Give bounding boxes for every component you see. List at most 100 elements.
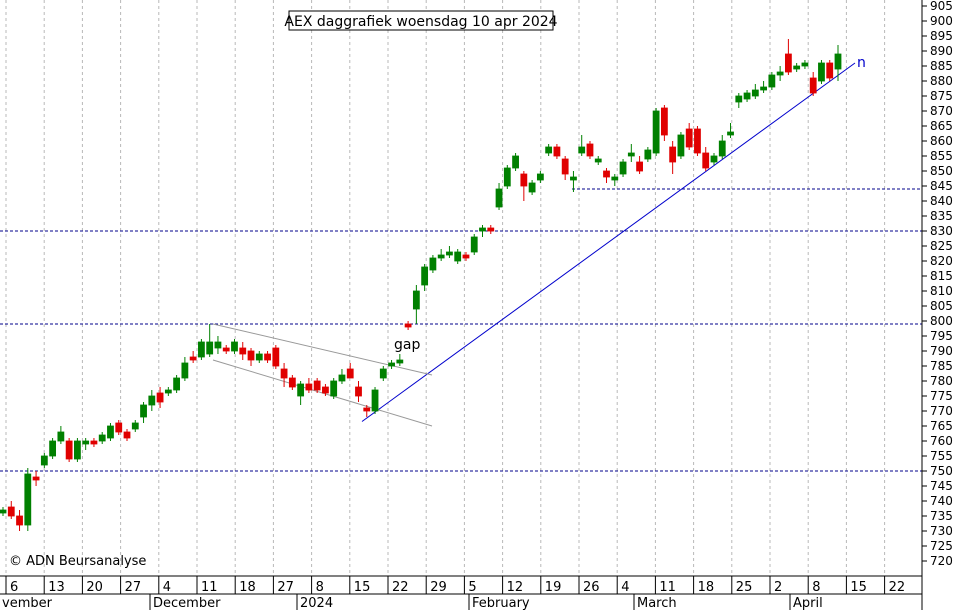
y-axis: 7207257307357407457507557607657707757807…: [922, 0, 953, 568]
candle: [322, 384, 329, 396]
candle-body: [776, 71, 784, 76]
candle-body: [652, 110, 660, 154]
candle-body: [412, 290, 420, 310]
candles: [0, 39, 842, 531]
candle-body: [0, 509, 7, 514]
candle: [793, 63, 801, 72]
candle-body: [264, 353, 271, 361]
y-tick-label: 765: [930, 419, 953, 433]
candle: [32, 471, 40, 486]
x-tick-label: 15: [354, 580, 371, 595]
candle-body: [74, 440, 81, 460]
candle-body: [454, 251, 462, 262]
candle: [801, 60, 809, 69]
candle: [495, 183, 503, 210]
x-tick-label: 25: [736, 580, 753, 595]
gap-annotation: gap: [394, 337, 420, 353]
candle-body: [346, 368, 354, 379]
channel-upper: [212, 323, 433, 376]
candle-body: [16, 515, 23, 526]
candle: [479, 225, 486, 237]
candle-body: [495, 188, 503, 208]
candle: [7, 501, 15, 519]
candle: [586, 141, 594, 159]
y-tick-label: 805: [930, 299, 953, 313]
candle-body: [784, 53, 792, 73]
candle: [412, 285, 420, 324]
candle: [702, 147, 710, 171]
candle-body: [388, 362, 395, 367]
candle-body: [231, 341, 238, 352]
x-tick-label: 22: [889, 580, 906, 595]
x-tick-label: 18: [698, 580, 715, 595]
support-resistance-levels: [0, 188, 922, 472]
y-tick-label: 825: [930, 239, 953, 253]
candle: [727, 123, 734, 138]
candle-body: [40, 455, 48, 466]
candle: [768, 72, 776, 90]
candle-body: [793, 65, 801, 70]
candle: [570, 171, 577, 192]
month-label: 2024: [300, 596, 333, 610]
candle-body: [421, 266, 429, 286]
candle: [669, 141, 677, 174]
y-tick-label: 810: [930, 284, 953, 298]
candle: [371, 387, 379, 414]
candle-body: [206, 341, 214, 355]
candle: [644, 147, 652, 162]
candle: [561, 156, 569, 180]
candle-body: [487, 227, 495, 232]
candle: [446, 246, 453, 258]
candle-body: [834, 53, 842, 70]
candle: [148, 390, 156, 411]
candle: [619, 159, 627, 177]
candle-body: [768, 74, 776, 88]
candle-body: [57, 431, 65, 442]
candle: [578, 135, 586, 156]
x-tick-label: 13: [48, 580, 65, 595]
y-tick-label: 820: [930, 254, 953, 268]
y-tick-label: 850: [930, 164, 953, 178]
candle-body: [49, 440, 57, 457]
candle: [107, 423, 114, 441]
candle: [355, 381, 362, 402]
candle: [404, 321, 412, 330]
candle: [164, 387, 172, 396]
candle-body: [140, 404, 147, 418]
candle-body: [586, 143, 594, 157]
candle: [834, 45, 842, 81]
candle-body: [198, 341, 205, 358]
candle: [16, 510, 23, 531]
candle: [173, 375, 181, 393]
candle-body: [801, 62, 809, 67]
candle: [826, 60, 834, 81]
candle-body: [189, 356, 197, 361]
candle-body: [123, 431, 131, 439]
candle: [694, 126, 701, 156]
x-tick-label: 15: [850, 580, 867, 595]
candle-body: [818, 62, 825, 82]
candle-body: [131, 422, 139, 430]
candle-body: [148, 395, 156, 406]
candle-body: [222, 347, 230, 352]
candle: [553, 144, 561, 159]
x-tick-label: 11: [201, 580, 218, 595]
candle-body: [98, 434, 106, 442]
candle-body: [677, 134, 685, 157]
candle-body: [404, 323, 412, 328]
candle: [305, 378, 313, 393]
candle: [222, 345, 230, 354]
candle: [685, 123, 693, 150]
candle-body: [107, 425, 114, 439]
x-tick-label: 27: [125, 580, 142, 595]
candle: [751, 84, 759, 99]
candle: [652, 108, 660, 156]
y-tick-label: 870: [930, 104, 953, 118]
month-label: April: [793, 596, 823, 610]
y-tick-label: 875: [930, 89, 953, 103]
month-label: March: [637, 596, 677, 610]
candle: [627, 144, 635, 162]
candle-body: [702, 152, 710, 169]
x-tick-label: 22: [392, 580, 409, 595]
candle-body: [809, 77, 817, 94]
